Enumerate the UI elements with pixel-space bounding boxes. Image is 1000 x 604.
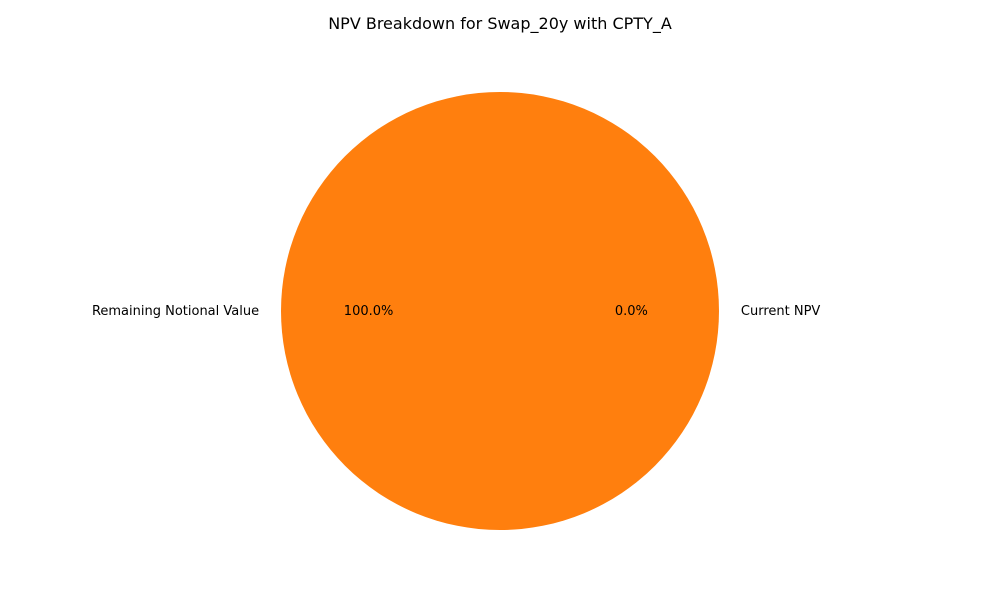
pie-labels: Current NPV 0.0% Remaining Notional Value 1…	[92, 304, 820, 319]
pie-slices	[281, 92, 719, 530]
category-label-remaining-notional-value: Remaining Notional Value	[92, 304, 259, 319]
pie-slice-remaining-notional-value	[281, 92, 719, 530]
percent-label-current-npv: 0.0%	[615, 304, 648, 319]
chart-title: NPV Breakdown for Swap_20y with CPTY_A	[328, 14, 672, 34]
category-label-current-npv: Current NPV	[741, 304, 821, 319]
percent-label-remaining-notional-value: 100.0%	[344, 304, 394, 319]
